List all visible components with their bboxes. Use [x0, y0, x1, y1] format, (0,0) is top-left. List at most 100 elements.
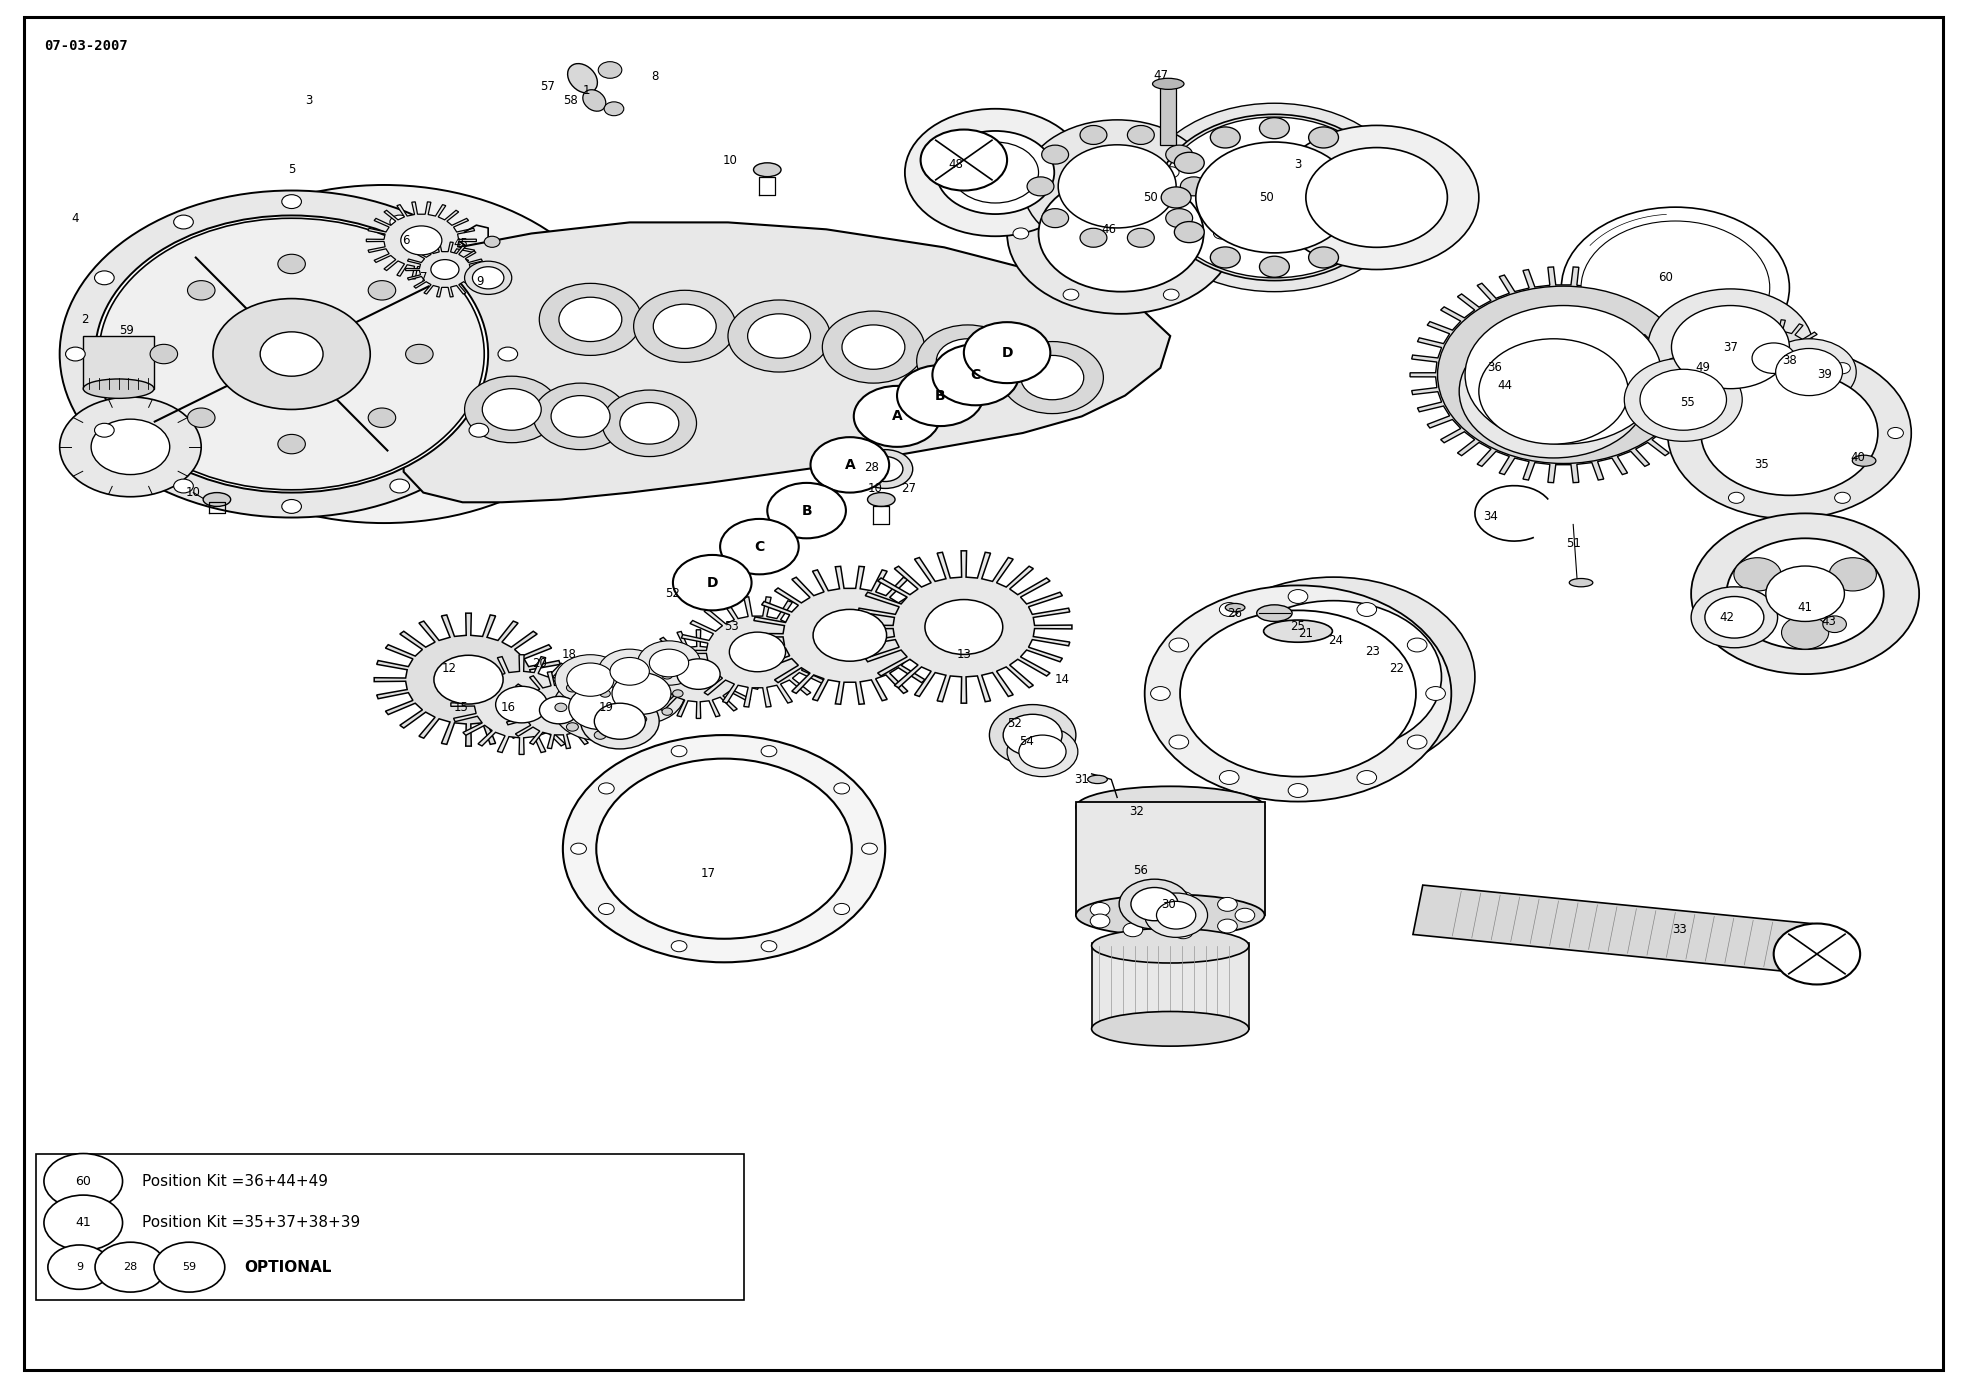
Circle shape	[653, 304, 716, 348]
Text: OPTIONAL: OPTIONAL	[244, 1259, 332, 1275]
Circle shape	[1676, 427, 1692, 438]
Circle shape	[1668, 347, 1912, 519]
Circle shape	[964, 322, 1050, 383]
Text: 12: 12	[441, 662, 456, 675]
Circle shape	[598, 663, 685, 724]
Circle shape	[1306, 147, 1448, 247]
Circle shape	[677, 659, 720, 689]
Circle shape	[173, 215, 193, 229]
Circle shape	[1766, 566, 1845, 621]
Text: 41: 41	[1798, 601, 1814, 614]
Polygon shape	[679, 596, 836, 707]
Circle shape	[1007, 153, 1235, 313]
Circle shape	[212, 298, 370, 409]
Circle shape	[1460, 325, 1648, 458]
Ellipse shape	[1853, 455, 1877, 466]
Circle shape	[1782, 616, 1829, 649]
Circle shape	[1479, 338, 1629, 444]
Text: 13: 13	[956, 648, 972, 662]
Circle shape	[1692, 513, 1920, 674]
Text: 19: 19	[598, 700, 614, 714]
Circle shape	[368, 280, 395, 300]
Text: 21: 21	[1298, 627, 1314, 641]
Circle shape	[580, 694, 659, 749]
Text: 28: 28	[864, 460, 879, 474]
Circle shape	[1003, 714, 1062, 756]
Circle shape	[761, 940, 777, 951]
Circle shape	[555, 703, 566, 712]
Circle shape	[598, 782, 614, 793]
Polygon shape	[1410, 266, 1717, 483]
Circle shape	[1562, 207, 1790, 368]
Text: 32: 32	[1129, 804, 1145, 818]
Bar	[1092, 943, 1249, 1029]
Circle shape	[149, 344, 177, 363]
Circle shape	[720, 519, 799, 574]
Ellipse shape	[753, 162, 781, 176]
Circle shape	[635, 716, 647, 723]
Text: 59: 59	[183, 1262, 197, 1272]
Text: B: B	[801, 503, 812, 517]
Circle shape	[1658, 356, 1709, 393]
Text: 7: 7	[419, 272, 427, 284]
Circle shape	[277, 434, 305, 454]
Circle shape	[1174, 892, 1194, 906]
Circle shape	[1705, 596, 1764, 638]
Text: 54: 54	[1019, 735, 1035, 749]
Text: 6: 6	[401, 234, 409, 247]
Circle shape	[1174, 925, 1194, 939]
Text: 4: 4	[71, 212, 79, 225]
Circle shape	[187, 280, 214, 300]
Circle shape	[1127, 125, 1155, 144]
Ellipse shape	[83, 379, 153, 398]
Circle shape	[1151, 687, 1170, 700]
Circle shape	[1166, 146, 1192, 164]
Circle shape	[1465, 305, 1662, 444]
Text: A: A	[844, 458, 856, 472]
Text: 10: 10	[722, 154, 738, 166]
Polygon shape	[856, 551, 1072, 703]
Circle shape	[533, 383, 627, 449]
Text: 60: 60	[1658, 272, 1674, 284]
Circle shape	[1174, 222, 1204, 243]
Text: B: B	[934, 388, 946, 402]
Circle shape	[747, 313, 810, 358]
Circle shape	[663, 707, 673, 716]
Text: 52: 52	[1007, 717, 1023, 731]
Circle shape	[1141, 103, 1408, 291]
Text: 46: 46	[1102, 223, 1117, 236]
Text: 20: 20	[531, 656, 547, 670]
Text: 60: 60	[75, 1175, 90, 1187]
Circle shape	[673, 555, 751, 610]
Circle shape	[1180, 610, 1416, 777]
Text: 44: 44	[1497, 380, 1513, 393]
Circle shape	[389, 479, 409, 492]
Circle shape	[1161, 117, 1389, 277]
Circle shape	[281, 194, 301, 208]
Circle shape	[94, 1243, 165, 1293]
Circle shape	[1762, 338, 1857, 405]
Circle shape	[1288, 784, 1308, 798]
Circle shape	[610, 671, 622, 680]
Circle shape	[867, 456, 903, 481]
Circle shape	[464, 376, 559, 442]
Ellipse shape	[867, 492, 895, 506]
Circle shape	[810, 437, 889, 492]
Circle shape	[594, 731, 606, 739]
Circle shape	[635, 664, 647, 671]
Polygon shape	[504, 671, 614, 749]
Circle shape	[1648, 288, 1814, 405]
Text: 3: 3	[305, 94, 313, 107]
Text: D: D	[706, 576, 718, 589]
Circle shape	[854, 386, 940, 447]
Text: 47: 47	[1153, 69, 1168, 82]
Text: 18: 18	[561, 648, 576, 662]
Text: 10: 10	[867, 481, 883, 495]
Circle shape	[1406, 638, 1426, 652]
Circle shape	[637, 641, 700, 685]
Circle shape	[842, 325, 905, 369]
Circle shape	[1023, 119, 1212, 252]
Circle shape	[1062, 166, 1078, 178]
Polygon shape	[1412, 885, 1812, 974]
Text: 40: 40	[1851, 451, 1865, 465]
